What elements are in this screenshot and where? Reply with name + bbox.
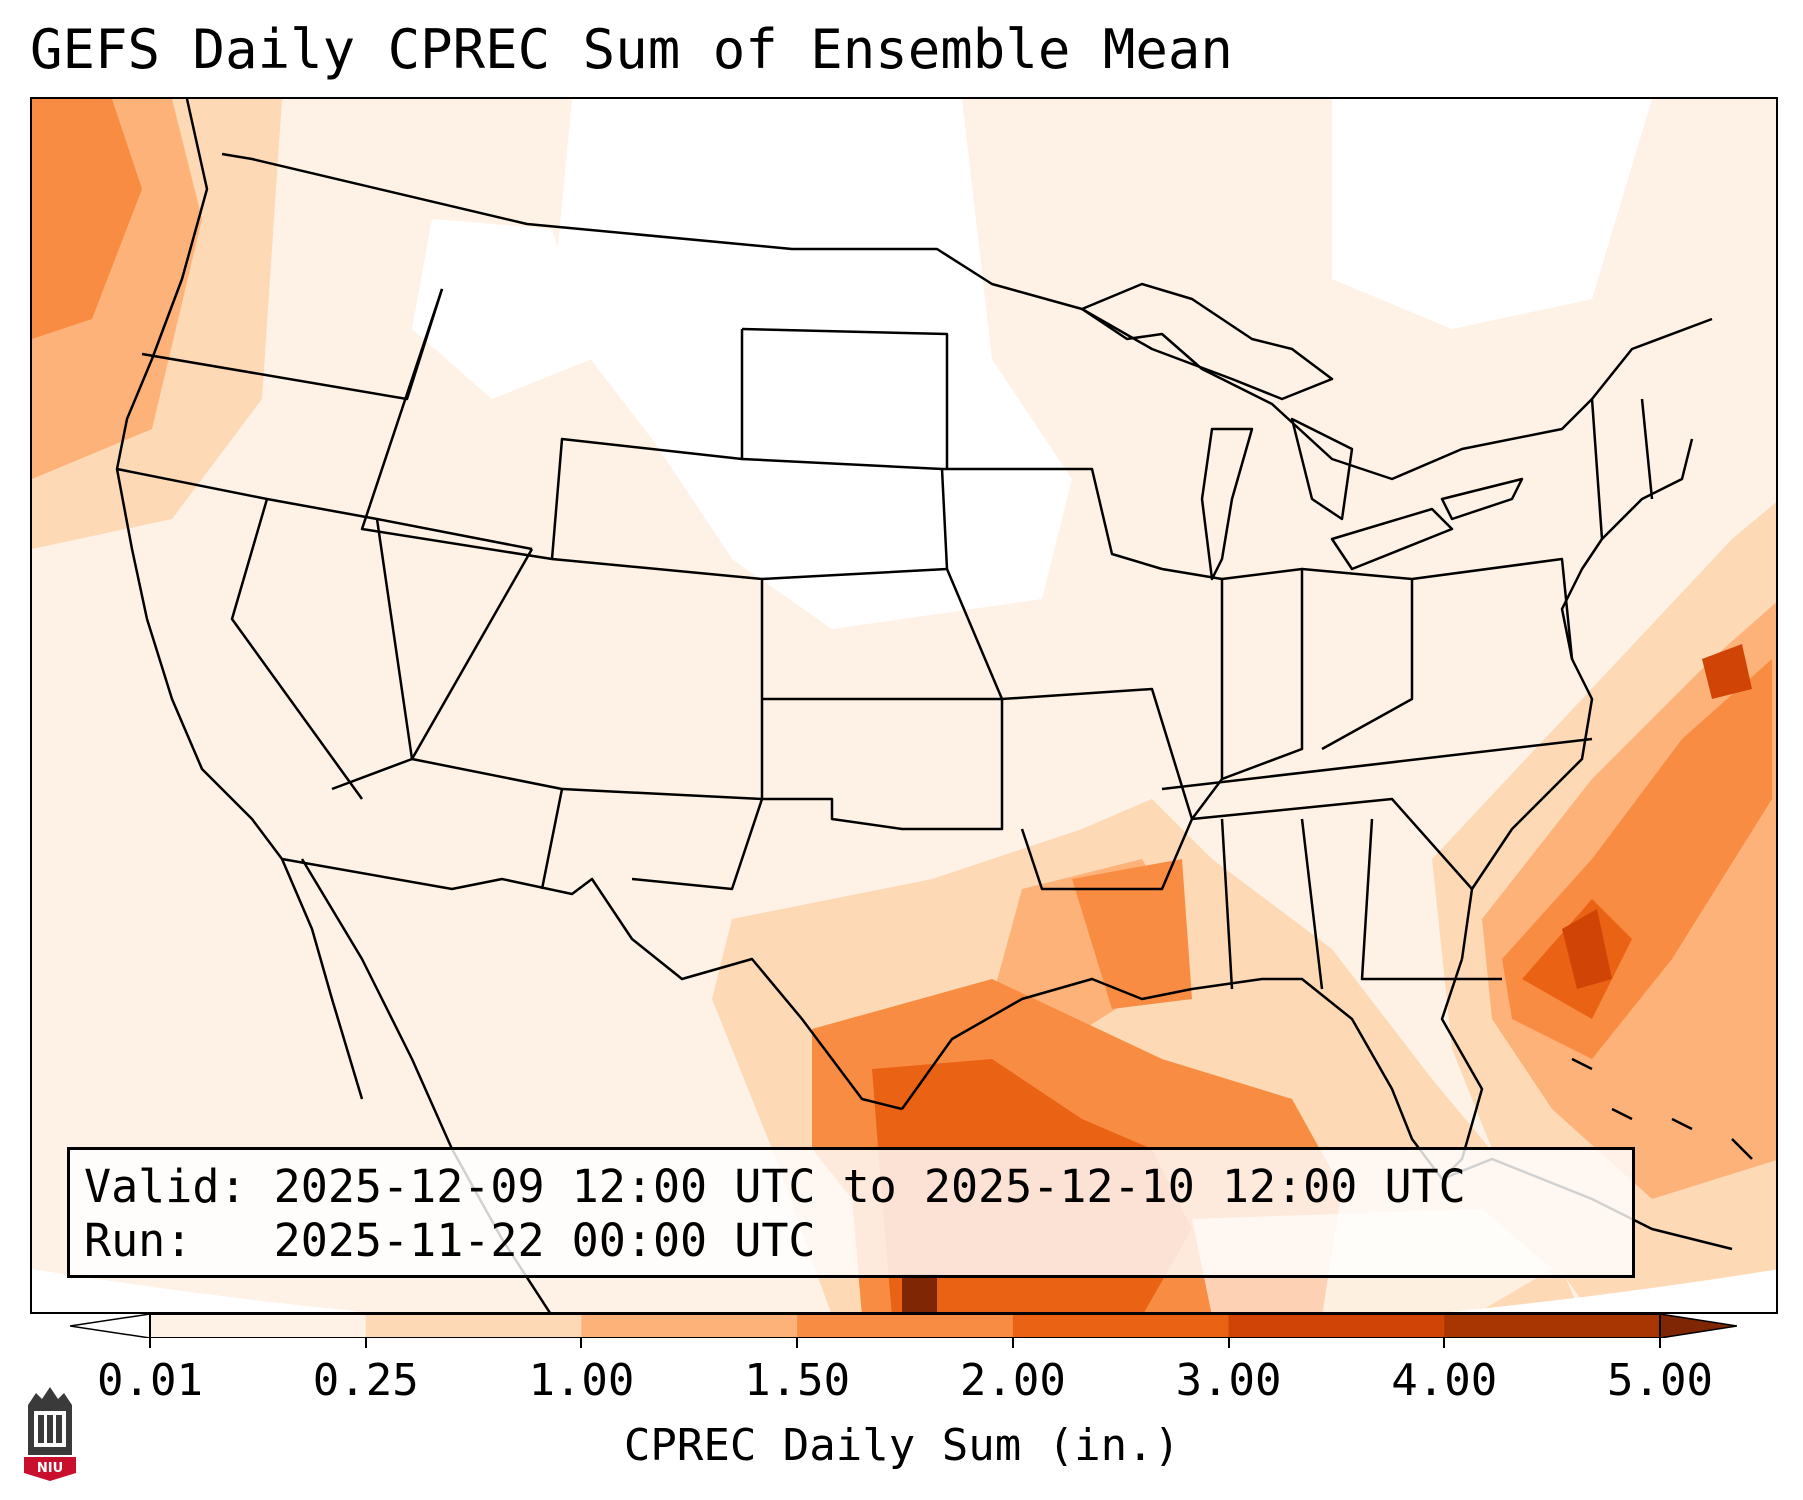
colorbar-tick-label: 5.00 <box>1607 1355 1713 1406</box>
co-box <box>551 557 764 801</box>
colorbar-tick-label: 1.50 <box>744 1355 851 1406</box>
baja-california <box>280 858 364 1100</box>
colorbar-tick-mark <box>580 1338 583 1348</box>
precip-map-svg <box>32 99 1776 1312</box>
in-line <box>1221 567 1304 781</box>
colorbar-tick-label: 3.00 <box>1175 1355 1282 1406</box>
mississippi-precip <box>1072 859 1192 1009</box>
lake-michigan <box>1200 427 1254 581</box>
id-wy-lines <box>360 288 744 561</box>
colorbar-tick-mark <box>796 1338 799 1348</box>
valid-value: 2025-12-09 12:00 UTC to 2025-12-10 12:00… <box>273 1160 1466 1213</box>
us-mexico-border <box>281 857 903 1111</box>
colorbar-tick-mark <box>149 1338 151 1348</box>
plains-dry <box>552 99 1072 629</box>
ms-al-ga-lines <box>1220 818 1502 990</box>
colorbar-segment <box>1228 1314 1445 1338</box>
colorbar-segment <box>1012 1314 1230 1338</box>
colorbar-tick-mark <box>1227 1338 1230 1348</box>
colorbar-extend-min <box>70 1314 151 1338</box>
il-line <box>1161 567 1224 820</box>
colorbar-segment <box>365 1314 582 1338</box>
chart-title: GEFS Daily CPREC Sum of Ensemble Mean <box>30 18 1233 81</box>
tn-south-line <box>1191 797 1473 890</box>
colorbar-tick-mark <box>1659 1338 1661 1348</box>
valid-run-info-box: Valid: 2025-12-09 12:00 UTC to 2025-12-1… <box>67 1147 1635 1278</box>
ut-az-line <box>410 548 564 890</box>
or-nv-ca-line <box>116 467 533 551</box>
colorbar-tick-label: 0.25 <box>312 1355 419 1406</box>
nm-line <box>631 798 764 891</box>
colorbar-segment <box>797 1314 1014 1338</box>
lake-erie <box>1330 507 1454 571</box>
pa-line <box>1411 557 1574 660</box>
canada-dry <box>1332 99 1652 329</box>
colorbar-tick-mark <box>1011 1338 1014 1348</box>
mo-ar-lines <box>1001 687 1194 891</box>
valid-label: Valid: <box>84 1160 247 1213</box>
ca-nv-line <box>230 498 364 800</box>
precip-map <box>30 97 1778 1314</box>
colorbar-tick-mark <box>1443 1338 1446 1348</box>
ks-ok-lines <box>762 697 1004 831</box>
colorbar-segment <box>1444 1314 1661 1338</box>
colorbar-tick-label: 0.01 <box>97 1355 203 1406</box>
sd-nd-lines <box>741 327 949 469</box>
niu-tower-logo-icon: NIU <box>24 1387 76 1481</box>
atlantic-precip-max <box>1562 909 1612 989</box>
tn-ky-line <box>1161 737 1593 791</box>
ne-line <box>741 457 949 581</box>
oh-line <box>1301 567 1414 751</box>
ks-mo-line <box>945 568 1004 700</box>
state-boundaries <box>115 99 1753 1312</box>
lake-superior <box>1080 282 1334 401</box>
colorbar-label: CPREC Daily Sum (in.) <box>623 1420 1181 1471</box>
lake-huron <box>1290 417 1354 521</box>
projection-edge <box>32 1269 1776 1312</box>
colorbar-segment <box>150 1314 367 1338</box>
colorbar-tick-label: 1.00 <box>528 1355 635 1406</box>
ia-mn-lines <box>942 467 1163 571</box>
gulf-precip-max <box>902 1274 937 1312</box>
west-coast <box>115 99 283 860</box>
colorbar-tick-label: 4.00 <box>1391 1355 1498 1406</box>
run-label: Run: <box>84 1214 193 1267</box>
gulf-coast <box>900 958 1484 1181</box>
colorbar-tick-mark <box>364 1338 367 1348</box>
colorbar-tick-label: 2.00 <box>959 1355 1066 1406</box>
colorbar <box>70 1314 1737 1338</box>
lake-ontario <box>1440 477 1524 521</box>
pacific-nw-precip-core <box>32 99 142 339</box>
logo-text: NIU <box>37 1461 63 1476</box>
montana-dry <box>412 219 592 399</box>
bahamas <box>1571 1057 1753 1160</box>
nv-ut-line <box>331 518 414 791</box>
run-value: 2025-11-22 00:00 UTC <box>273 1214 816 1267</box>
atlantic-precip-max-2 <box>1702 644 1752 699</box>
colorbar-outline <box>149 1314 1661 1338</box>
colorbar-segment <box>581 1314 798 1338</box>
colorbar-extend-max <box>1659 1314 1737 1338</box>
new-england-lines <box>1590 398 1654 540</box>
us-canada-border <box>221 152 1713 481</box>
